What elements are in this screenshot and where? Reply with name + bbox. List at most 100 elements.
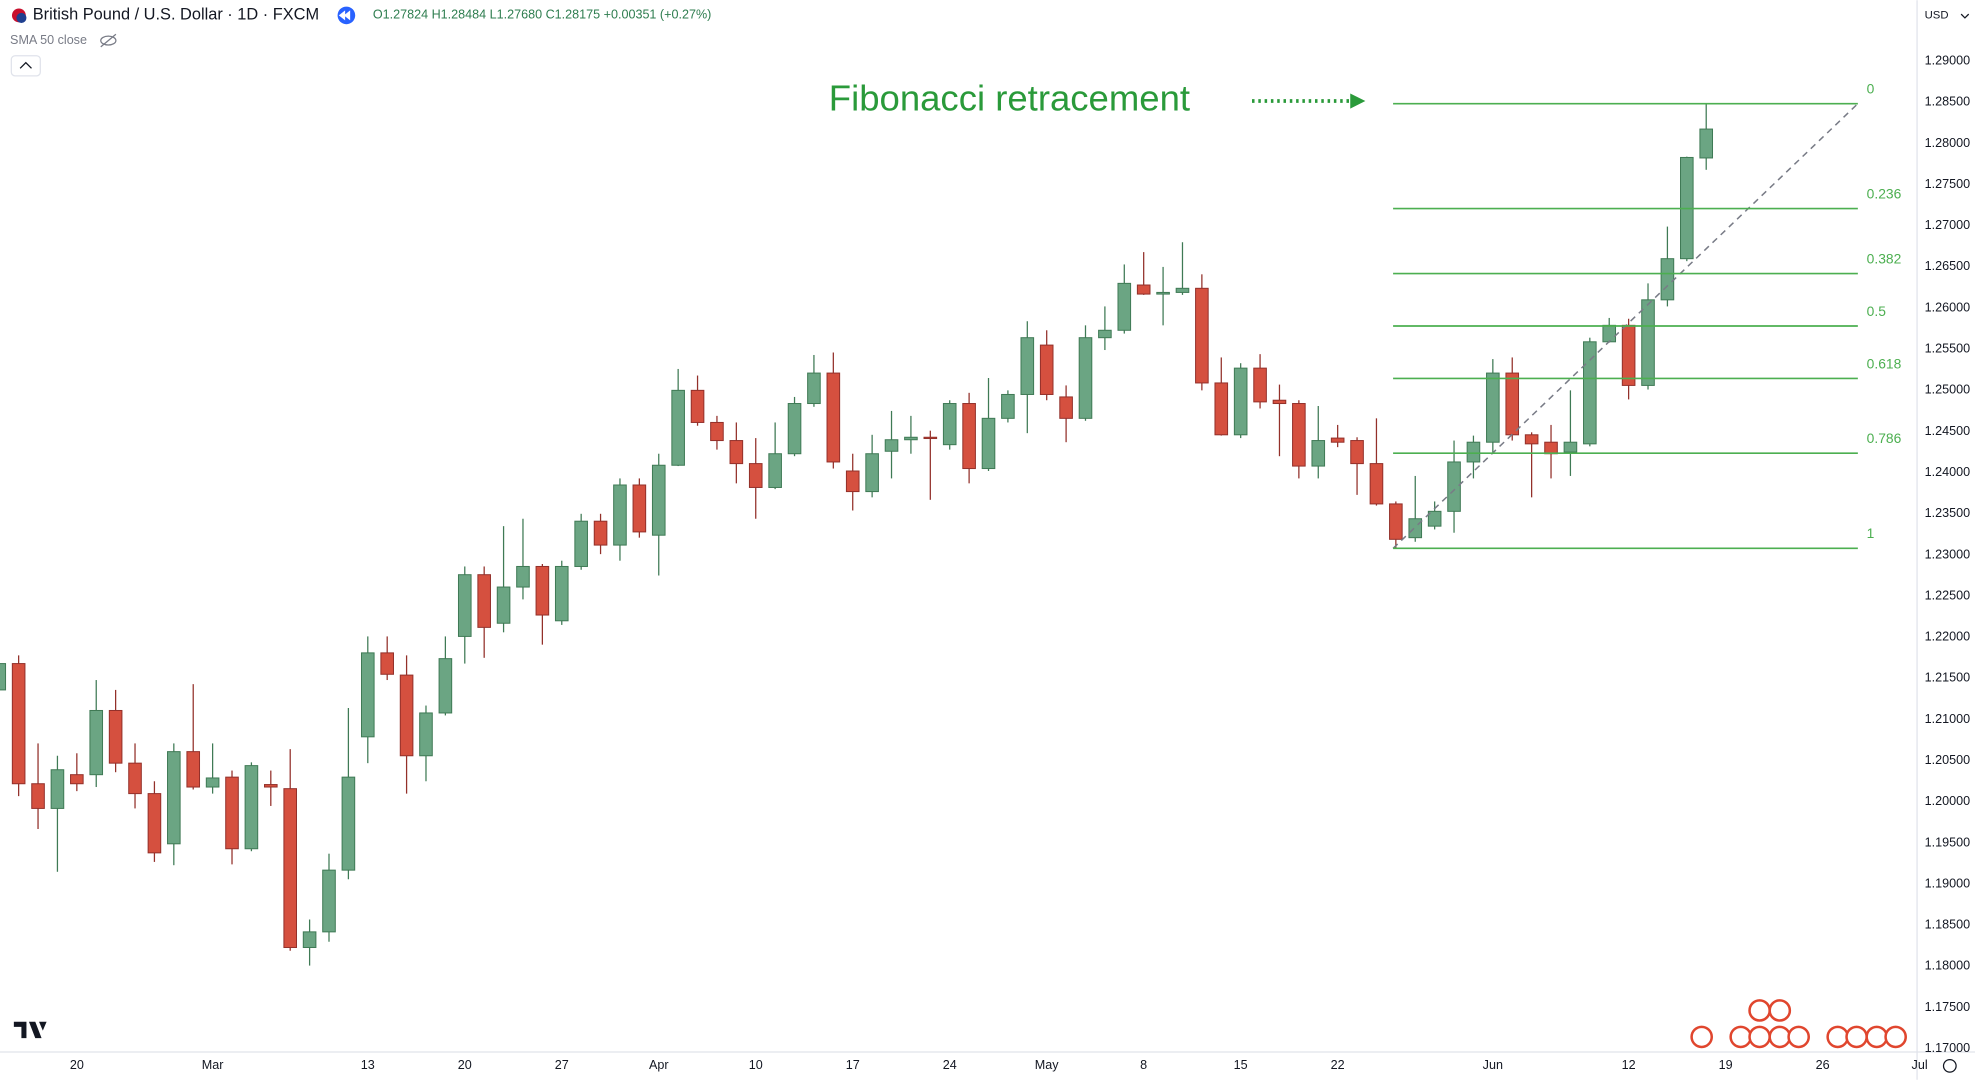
candle-body	[1078, 337, 1093, 419]
x-tick-label: 12	[1622, 1058, 1636, 1072]
fib-level-label: 0.236	[1867, 185, 1902, 201]
candle-body	[1466, 441, 1481, 463]
y-tick-label: 1.21000	[1925, 712, 1970, 726]
candle-body	[1330, 437, 1345, 443]
symbol-title: British Pound / U.S. Dollar · 1D · FXCM	[33, 6, 319, 24]
candle-body	[748, 463, 763, 488]
annotation: Fibonacci retracement	[829, 78, 1190, 119]
x-tick-label: 26	[1816, 1058, 1830, 1072]
quote-text: O1.27824 H1.28484 L1.27680 C1.28175 +0.0…	[373, 8, 711, 22]
y-tick-label: 1.20500	[1925, 753, 1970, 767]
candle-body	[1563, 441, 1578, 453]
y-tick-label: 1.22000	[1925, 630, 1970, 644]
y-tick-label: 1.24500	[1925, 424, 1970, 438]
candle-body	[613, 484, 627, 546]
candle-body	[710, 421, 724, 442]
x-tick-label: 27	[555, 1058, 569, 1072]
candle-body	[1175, 287, 1190, 293]
y-tick-label: 1.20000	[1925, 794, 1970, 808]
candle-body	[1350, 440, 1364, 465]
candle-body	[554, 565, 569, 622]
candle-body	[923, 436, 938, 440]
candle-body	[593, 520, 608, 546]
candle-body	[535, 565, 550, 616]
y-tick-label: 1.23000	[1925, 547, 1970, 561]
candle-body	[690, 389, 705, 423]
candle-body	[147, 793, 162, 854]
x-tick-label: Jul	[1912, 1058, 1928, 1072]
axes: 1.29000 1.28500 1.28000 1.27500 1.27000 1.265…	[70, 54, 1970, 1073]
currency-label[interactable]: USD	[1925, 9, 1949, 21]
candle-body	[787, 403, 802, 455]
candle-body	[574, 520, 588, 567]
plot-area	[0, 102, 1859, 966]
candle-body	[496, 586, 511, 624]
fib-level-label: 0.5	[1867, 303, 1887, 319]
candle-body	[31, 783, 45, 809]
candle-body	[962, 403, 976, 470]
fib-level-label: 0.382	[1867, 250, 1902, 266]
indicator-label: SMA 50 close	[10, 33, 87, 47]
x-tick-label: 10	[749, 1058, 763, 1072]
candle-body	[283, 788, 298, 949]
visibility-toggle[interactable]	[100, 33, 117, 48]
y-tick-label: 1.22500	[1925, 588, 1970, 602]
y-tick-label: 1.28500	[1925, 95, 1970, 109]
y-tick-label: 1.18000	[1925, 959, 1970, 973]
candle-body	[419, 712, 433, 757]
candle-body	[1583, 341, 1597, 445]
candle-body	[1136, 284, 1151, 295]
candle-body	[322, 869, 336, 933]
flag-icon	[16, 12, 27, 23]
y-tick-label: 1.27000	[1925, 218, 1970, 232]
candle-body	[1660, 258, 1675, 301]
candle-body	[807, 372, 821, 405]
header: British Pound / U.S. Dollar · 1D · FXCM …	[10, 6, 1970, 77]
candle-body	[516, 565, 530, 588]
settings-button[interactable]	[1942, 1058, 1957, 1073]
candle-body	[1311, 440, 1326, 467]
y-tick-label: 1.29000	[1925, 54, 1970, 68]
candle-body	[457, 574, 472, 637]
candle-body	[884, 439, 899, 452]
event-icons	[1690, 999, 1907, 1049]
collapse-button[interactable]	[10, 55, 41, 77]
candle-body	[1369, 463, 1384, 505]
y-tick-label: 1.25000	[1925, 383, 1970, 397]
candle-body	[89, 709, 104, 776]
candle-body	[11, 663, 26, 785]
candle-body	[1389, 503, 1403, 540]
x-tick-label: 24	[943, 1058, 957, 1072]
candle-body	[651, 464, 666, 536]
candle-body	[225, 776, 239, 850]
y-tick-label: 1.24000	[1925, 465, 1970, 479]
candle-body	[302, 931, 317, 949]
candle-body	[1641, 299, 1655, 386]
candle-body	[50, 769, 65, 809]
collapse-icon	[19, 61, 32, 69]
candle-body	[981, 417, 996, 470]
candle-body	[1621, 324, 1636, 386]
y-tick-label: 1.27500	[1925, 177, 1970, 191]
fib-level-label: 1	[1867, 525, 1875, 541]
x-tick-label: Jun	[1483, 1058, 1503, 1072]
candle-body	[1408, 518, 1423, 539]
x-tick-label: 17	[846, 1058, 860, 1072]
y-tick-label: 1.19500	[1925, 835, 1970, 849]
currency-dropdown[interactable]	[1960, 13, 1970, 19]
candle-body	[128, 762, 142, 795]
candle-body	[244, 765, 259, 850]
x-tick-label: 19	[1719, 1058, 1733, 1072]
x-tick-label: 15	[1234, 1058, 1248, 1072]
candle-body	[1233, 367, 1248, 436]
y-tick-label: 1.28000	[1925, 136, 1970, 150]
candle-body	[1195, 287, 1209, 384]
candle-body	[1272, 399, 1287, 405]
candle-body	[264, 784, 278, 788]
y-tick-label: 1.17000	[1925, 1041, 1970, 1055]
x-tick-label: 13	[361, 1058, 375, 1072]
candle-body	[1039, 344, 1054, 395]
candle-body	[1524, 434, 1539, 445]
